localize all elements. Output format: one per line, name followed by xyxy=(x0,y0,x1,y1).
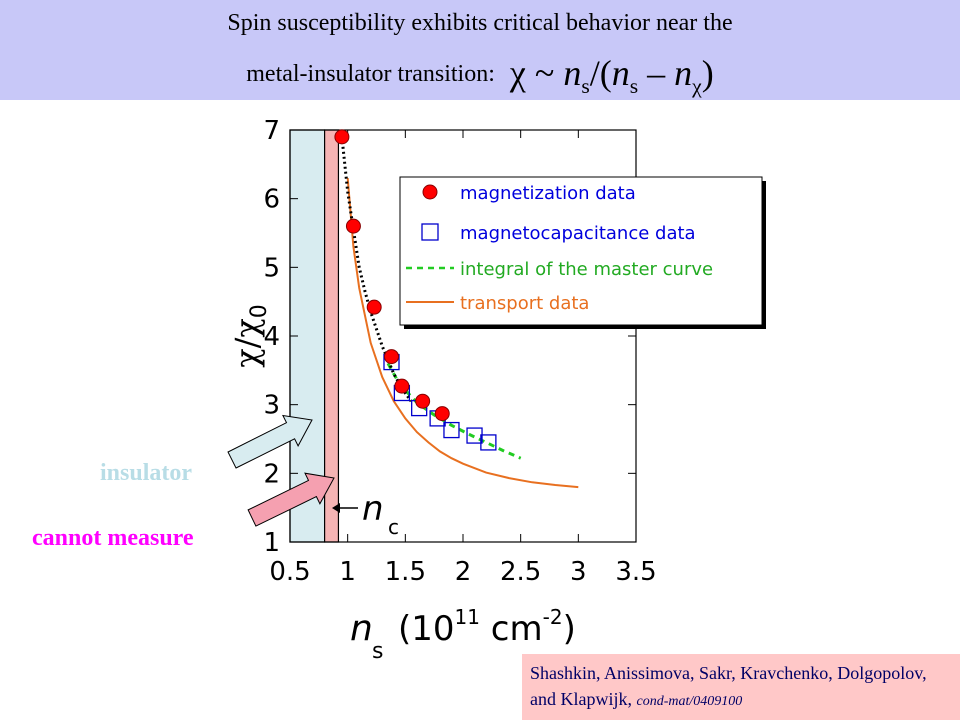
title-banner: Spin susceptibility exhibits critical be… xyxy=(0,0,960,100)
insulator-annotation: insulator xyxy=(100,460,193,486)
y-tick-label: 4 xyxy=(263,322,280,352)
magnetization-point xyxy=(434,406,450,422)
legend-square-marker xyxy=(421,223,439,241)
legend-label: integral of the master curve xyxy=(460,259,713,280)
magnetization-point xyxy=(415,393,431,409)
magnetization-point xyxy=(394,378,410,394)
y-tick-label: 7 xyxy=(263,116,280,146)
cannot-measure-annotation: cannot measure xyxy=(32,525,194,551)
x-axis-label: n s (1011 cm-2) xyxy=(350,605,576,660)
y-tick-label: 6 xyxy=(263,185,280,215)
cannot-measure-arrow xyxy=(247,472,335,527)
series-layer xyxy=(334,129,579,489)
insulator-arrow-shape xyxy=(227,414,313,469)
title-line-1: Spin susceptibility exhibits critical be… xyxy=(227,10,733,36)
magnetocapacitance-point xyxy=(480,434,497,451)
nc-label: n xyxy=(362,489,384,529)
x-tick-label: 2.5 xyxy=(500,557,541,587)
magnetization-point xyxy=(334,129,350,145)
x-axis-label-s: s xyxy=(372,639,383,660)
x-tick-label: 2 xyxy=(455,557,472,587)
legend: magnetization data magnetocapacitance dat… xyxy=(399,176,766,329)
citation-box: Shashkin, Anissimova, Sakr, Kravchenko, … xyxy=(522,654,960,720)
insulator-arrow xyxy=(227,414,313,469)
legend-box xyxy=(399,176,763,326)
magnetization-point xyxy=(366,299,382,315)
nc-marker: n c xyxy=(332,489,399,539)
x-tick-label: 1 xyxy=(339,557,356,587)
title-line-2: metal-insulator transition: χ ~ ns/(ns –… xyxy=(0,52,960,99)
y-tick-label: 1 xyxy=(263,528,280,558)
y-tick-label: 2 xyxy=(263,459,280,489)
legend-label: transport data xyxy=(460,293,589,314)
x-axis-label-unit: (1011 cm-2) xyxy=(398,605,576,649)
y-tick-label: 5 xyxy=(263,253,280,283)
integral-curve xyxy=(386,362,522,460)
title-line-2-text: metal-insulator transition: xyxy=(246,61,495,87)
x-tick-label: 0.5 xyxy=(269,557,310,587)
x-axis-label-n: n xyxy=(350,608,373,649)
y-axis-label-sub: 0 xyxy=(247,304,272,318)
x-tick-label: 1.5 xyxy=(385,557,426,587)
legend-label: magnetocapacitance data xyxy=(460,223,696,244)
nc-label-sub: c xyxy=(388,515,399,539)
cannot-measure-arrow-shape xyxy=(247,472,335,527)
legend-label: magnetization data xyxy=(460,183,636,204)
legend-items: magnetization data magnetocapacitance dat… xyxy=(406,183,713,314)
svg-text:χ/χ0: χ/χ0 xyxy=(228,304,272,368)
title-formula: χ ~ ns/(ns – nχ) xyxy=(509,53,714,99)
citation-reference: cond-mat/0409100 xyxy=(636,694,743,709)
y-tick-label: 3 xyxy=(263,391,280,421)
transport-curve xyxy=(346,178,579,489)
citation-authors: Shashkin, Anissimova, Sakr, Kravchenko, … xyxy=(530,663,927,709)
x-tick-label: 3.5 xyxy=(615,557,656,587)
legend-circle-marker xyxy=(422,184,438,200)
magnetocapacitance-point xyxy=(443,421,460,439)
nc-arrow-head xyxy=(332,503,340,513)
y-axis-label: χ/χ0 xyxy=(228,304,272,368)
magnetization-point xyxy=(383,349,399,365)
y-axis-label-main: χ/χ xyxy=(228,318,266,368)
x-tick-label: 3 xyxy=(570,557,587,587)
magnetization-point xyxy=(345,218,361,234)
